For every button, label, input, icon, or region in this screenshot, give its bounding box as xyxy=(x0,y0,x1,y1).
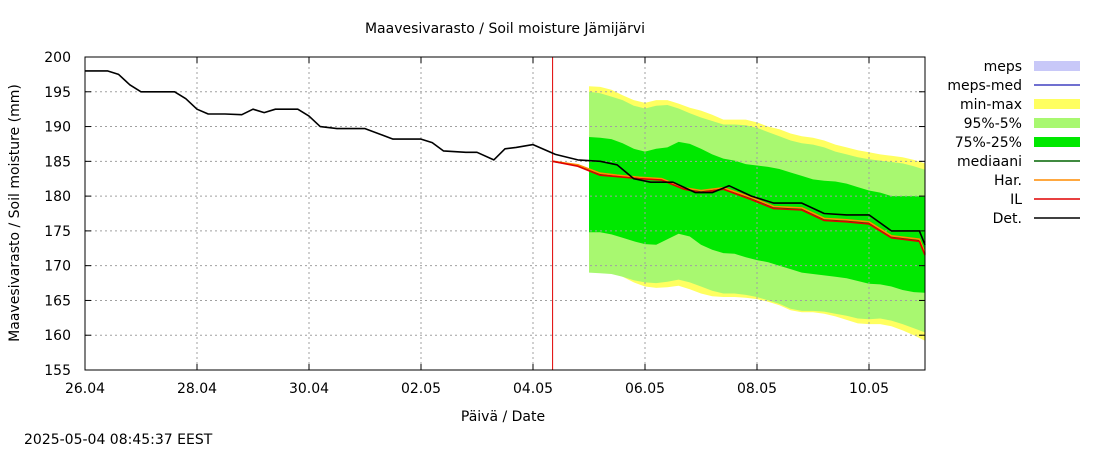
legend-swatch-meps xyxy=(1034,61,1080,71)
chart-title: Maavesivarasto / Soil moisture Jämijärvi xyxy=(365,21,645,37)
y-tick-label: 200 xyxy=(44,50,71,66)
legend-label-minmax: min-max xyxy=(960,97,1022,113)
series-det xyxy=(85,70,926,246)
x-tick-label: 04.05 xyxy=(513,381,553,397)
x-tick-label: 30.04 xyxy=(289,381,329,397)
y-tick-label: 160 xyxy=(44,328,71,344)
y-tick-label: 175 xyxy=(44,224,71,240)
legend-label-meps: meps xyxy=(984,59,1022,75)
y-axis-label: Maavesivarasto / Soil moisture (mm) xyxy=(7,84,23,342)
x-tick-label: 26.04 xyxy=(65,381,105,397)
y-tick-label: 170 xyxy=(44,259,71,275)
y-tick-label: 180 xyxy=(44,189,71,205)
legend-swatch-p95_5 xyxy=(1034,118,1080,128)
y-tick-label: 155 xyxy=(44,363,71,379)
legend-label-p75_25: 75%-25% xyxy=(955,135,1022,151)
legend-label-il: IL xyxy=(1010,192,1022,208)
y-tick-label: 165 xyxy=(44,293,71,309)
x-tick-label: 08.05 xyxy=(737,381,777,397)
plot-bands xyxy=(589,86,925,347)
legend-label-har: Har. xyxy=(994,173,1022,189)
legend-label-median: mediaani xyxy=(957,154,1022,170)
y-tick-label: 185 xyxy=(44,154,71,170)
series-il xyxy=(552,160,926,256)
x-tick-label: 28.04 xyxy=(177,381,217,397)
x-tick-label: 10.05 xyxy=(849,381,889,397)
x-axis-ticks: 26.04 28.04 30.04 02.05 04.05 06.05 08.05 10.05 xyxy=(65,57,889,397)
plot-frame xyxy=(84,56,926,371)
y-tick-label: 190 xyxy=(44,120,71,136)
legend-swatch-p75_25 xyxy=(1034,137,1080,147)
x-axis-label: Päivä / Date xyxy=(461,409,545,425)
x-tick-label: 06.05 xyxy=(625,381,665,397)
legend-label-meps_med: meps-med xyxy=(947,78,1022,94)
series-lines xyxy=(85,57,926,370)
grid xyxy=(85,57,925,370)
timestamp: 2025-05-04 08:45:37 EEST xyxy=(24,432,213,448)
series-har xyxy=(552,160,926,254)
legend-label-det: Det. xyxy=(993,211,1022,227)
legend: meps meps-med min-max 95%-5% 75%-25% mediaani… xyxy=(947,59,1080,227)
y-axis-ticks: 155 160 165 170 175 180 185 190 195 200 xyxy=(44,50,925,379)
legend-swatch-minmax xyxy=(1034,99,1080,109)
y-tick-label: 195 xyxy=(44,85,71,101)
x-tick-label: 02.05 xyxy=(401,381,441,397)
legend-label-p95_5: 95%-5% xyxy=(964,116,1022,132)
